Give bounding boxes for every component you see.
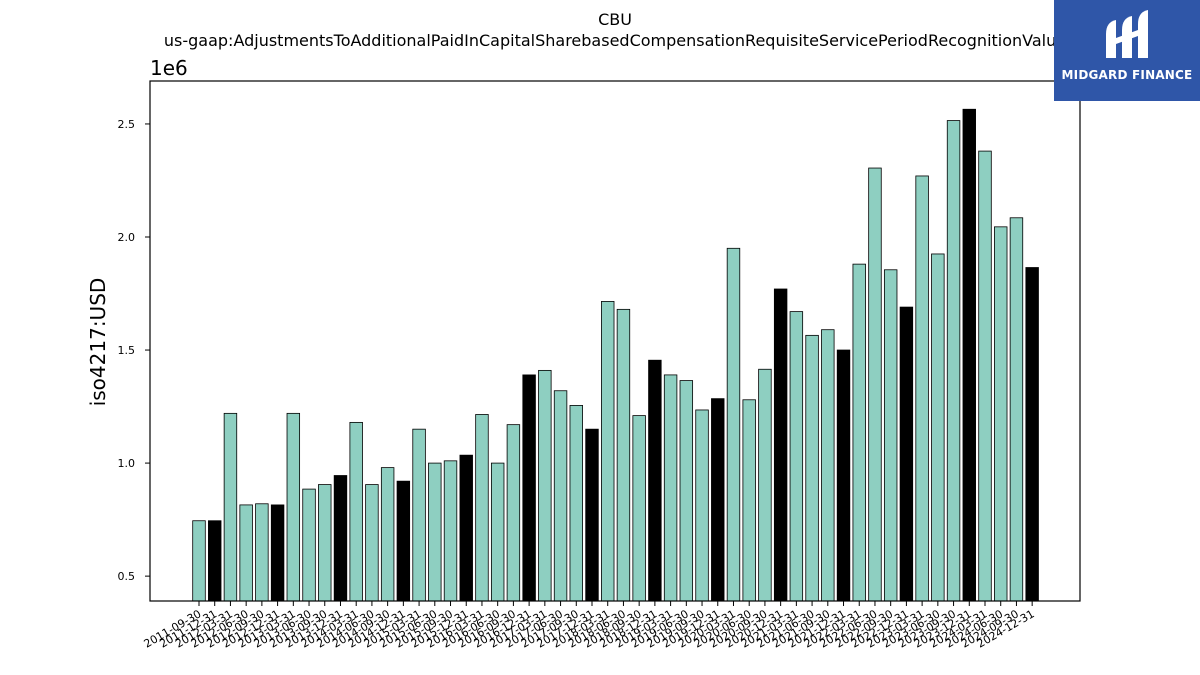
bar-2022-03-31 — [852, 263, 866, 602]
bar-2023-06-30 — [931, 253, 945, 602]
bar-2019-06-30 — [679, 380, 694, 602]
bar-2017-06-30 — [553, 390, 568, 602]
bar-2020-03-31 — [726, 247, 741, 602]
chart-title: CBU — [598, 10, 632, 29]
bar-2022-09-30 — [883, 269, 898, 602]
brand-name: MIDGARD FINANCE — [1061, 68, 1193, 82]
y-tick-label: 2.5 — [118, 118, 136, 131]
bar-2014-03-31 — [349, 421, 363, 602]
y-tick-label: 1.5 — [118, 344, 136, 357]
bar-2022-06-30 — [868, 167, 882, 602]
bar-2012-06-30 — [239, 504, 253, 602]
chart-subtitle: us-gaap:AdjustmentsToAdditionalPaidInCap… — [164, 31, 1066, 50]
bar-2013-06-30 — [302, 488, 316, 602]
bar-2012-09-30 — [255, 503, 269, 602]
bar-2017-12-31 — [585, 428, 599, 602]
bar-2014-12-31 — [396, 480, 411, 602]
y-tick-label: 1.0 — [118, 457, 136, 470]
bar-2020-09-30 — [758, 368, 772, 602]
bar-2014-09-30 — [380, 467, 395, 602]
bar-2023-03-31 — [915, 175, 929, 602]
bar-2015-12-31 — [459, 454, 473, 602]
brand-logo: MIDGARD FINANCE — [1054, 0, 1200, 101]
bar-2022-12-31 — [899, 306, 914, 602]
bar-2013-09-30 — [318, 484, 332, 602]
bar-2023-09-30 — [946, 120, 961, 602]
bar-2012-03-31 — [223, 412, 238, 602]
bar-2020-06-30 — [742, 399, 756, 602]
bar-2011-12-31 — [208, 520, 222, 602]
y-tick-label: 0.5 — [118, 570, 136, 583]
bars-group — [192, 108, 1039, 602]
bar-2012-12-31 — [270, 504, 285, 602]
bar-2024-03-31 — [978, 150, 992, 602]
midgard-logo-icon — [1106, 10, 1148, 58]
bar-2017-09-30 — [569, 405, 583, 602]
bar-2016-09-30 — [506, 424, 521, 602]
bar-2018-03-31 — [601, 301, 615, 602]
bar-2018-09-30 — [632, 415, 646, 602]
bar-2015-06-30 — [428, 462, 442, 602]
bar-2021-03-31 — [789, 311, 804, 602]
bar-2016-03-31 — [475, 414, 489, 602]
bar-2024-12-31 — [1025, 267, 1039, 602]
bar-2017-03-31 — [538, 369, 552, 602]
bar-2024-06-30 — [994, 226, 1008, 602]
bar-2011-09-30 — [192, 520, 206, 602]
y-axis-label: iso4217:USD — [86, 278, 110, 407]
bar-2013-12-31 — [333, 475, 348, 602]
plot-frame — [149, 80, 1081, 602]
bar-2013-03-31 — [286, 412, 301, 602]
y-tick-label: 2.0 — [118, 231, 136, 244]
bar-2019-09-30 — [695, 409, 709, 602]
bar-2021-12-31 — [836, 349, 851, 602]
bar-2015-09-30 — [443, 460, 458, 602]
bar-2016-06-30 — [490, 462, 505, 602]
bar-2016-12-31 — [522, 374, 536, 602]
bar-2019-03-31 — [663, 374, 678, 602]
bar-2023-12-31 — [962, 108, 976, 602]
bar-2018-12-31 — [648, 359, 662, 602]
bar-2020-12-31 — [773, 288, 788, 602]
bar-2021-09-30 — [821, 329, 835, 602]
bar-2015-03-31 — [412, 428, 426, 602]
bar-2024-09-30 — [1009, 217, 1024, 602]
bar-2019-12-31 — [711, 398, 725, 602]
x-ticks-group: 2011-09-302011-12-312012-03-312012-06-30… — [142, 601, 1037, 651]
bar-2018-06-30 — [616, 308, 631, 602]
bar-2021-06-30 — [805, 334, 819, 602]
y-offset-label: 1e6 — [150, 56, 188, 80]
bar-2014-06-30 — [365, 484, 379, 602]
y-ticks-group: 0.5 1.0 1.5 2.0 2.5 — [118, 118, 150, 583]
